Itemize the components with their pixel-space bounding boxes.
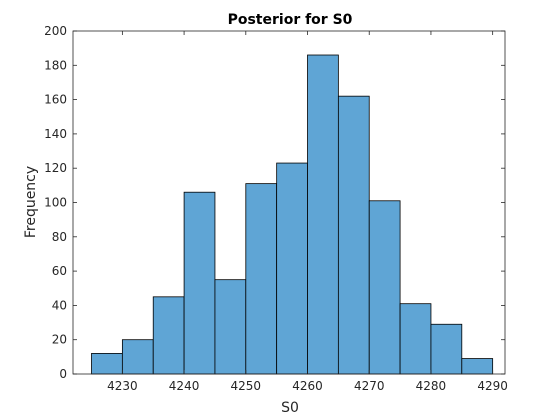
histogram-bar: [152, 296, 185, 375]
y-tick-label: 20: [52, 333, 67, 347]
x-tick-label: 4230: [107, 379, 138, 393]
tick-labels: 4230 4240 4250 4260 4270 4280 4290 0 20 40 60 80 100…: [44, 24, 508, 393]
x-axis-label: S0: [281, 400, 299, 416]
y-tick-label: 80: [52, 230, 67, 244]
histogram-bar: [307, 54, 339, 375]
histogram-bar: [121, 339, 154, 375]
histogram-bar: [183, 191, 216, 375]
tick-marks: [73, 30, 505, 375]
y-tick-label: 180: [44, 58, 67, 72]
histogram-bar: [245, 183, 278, 375]
y-tick-label: 160: [44, 93, 67, 107]
chart-title: Posterior for S0: [228, 12, 353, 28]
x-tick-label: 4280: [416, 379, 447, 393]
histogram-bar: [337, 95, 370, 375]
x-tick-label: 4240: [169, 379, 200, 393]
histogram-bar: [399, 303, 432, 375]
histogram-bar: [214, 279, 247, 375]
histogram-bar: [91, 353, 123, 375]
histogram-bars: [91, 54, 494, 375]
y-tick-label: 0: [59, 367, 67, 381]
histogram-bar: [276, 162, 308, 375]
y-tick-label: 40: [52, 298, 67, 312]
y-tick-label: 140: [44, 127, 67, 141]
x-tick-label: 4270: [354, 379, 385, 393]
y-tick-label: 200: [44, 24, 67, 38]
x-tick-label: 4260: [292, 379, 323, 393]
histogram-bar: [368, 200, 401, 375]
histogram-bar: [461, 358, 494, 375]
y-tick-label: 120: [44, 161, 67, 175]
x-tick-label: 4250: [231, 379, 262, 393]
y-axis-label: Frequency: [23, 166, 39, 238]
y-tick-label: 100: [44, 196, 67, 210]
x-tick-label: 4290: [477, 379, 508, 393]
y-tick-label: 60: [52, 264, 67, 278]
histogram-bar: [430, 323, 463, 375]
